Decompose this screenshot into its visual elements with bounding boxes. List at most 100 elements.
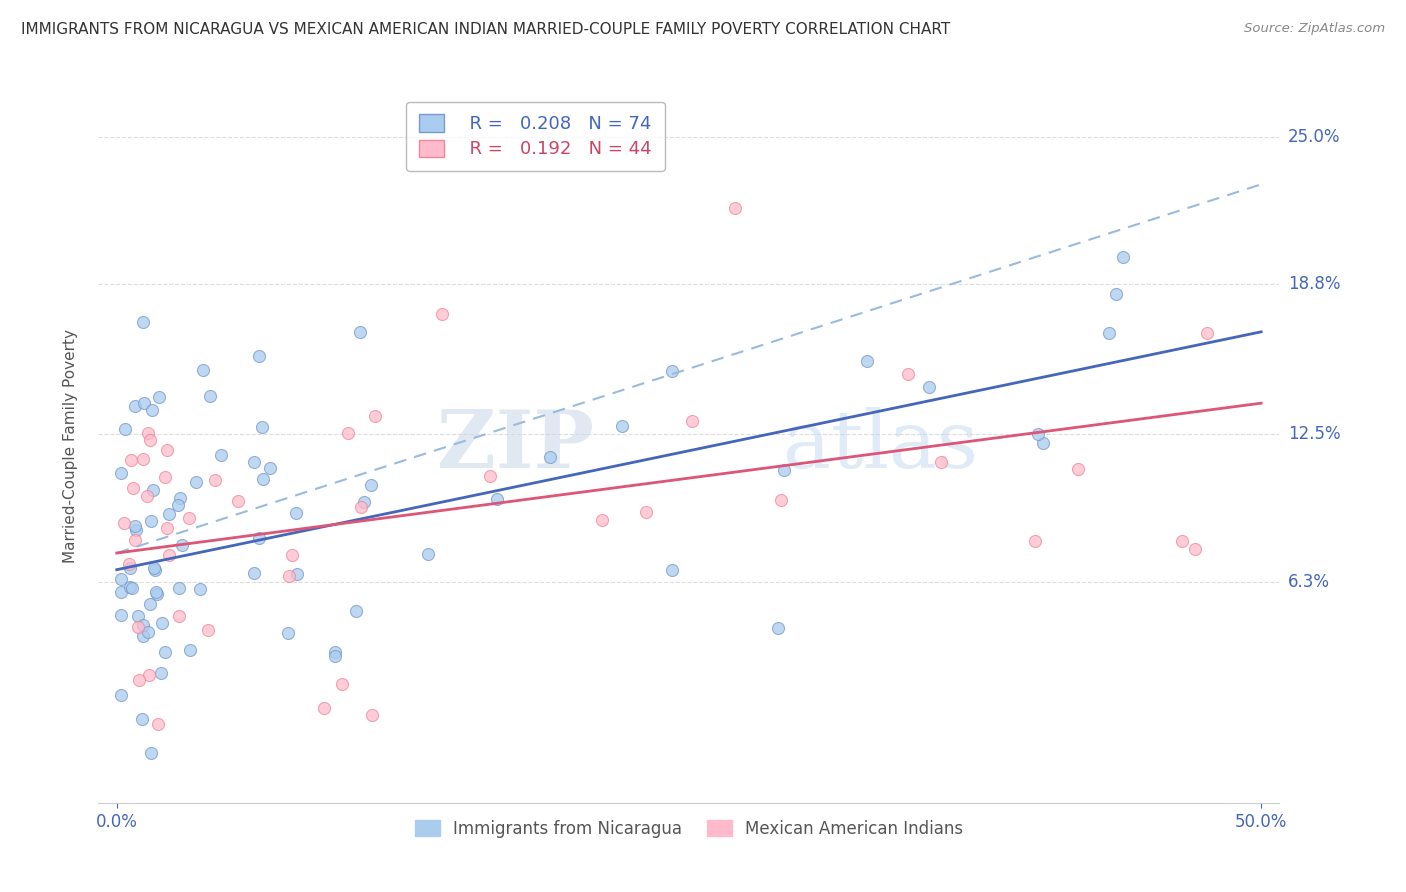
Point: [349, 325, 371, 339]
Point: [1111, 251, 1133, 265]
Point: [167, 609, 190, 624]
Point: [277, 626, 299, 640]
Point: [170, 537, 193, 551]
Point: [364, 409, 387, 424]
Point: [131, 712, 153, 726]
Point: [139, 597, 162, 611]
Point: [135, 489, 157, 503]
Point: [150, 616, 173, 631]
Point: [167, 581, 190, 595]
Point: [142, 483, 165, 497]
Point: [416, 547, 439, 561]
Text: 12.5%: 12.5%: [1288, 425, 1340, 443]
Point: [1170, 534, 1192, 549]
Point: [344, 603, 367, 617]
Point: [145, 586, 167, 600]
Point: [138, 625, 160, 640]
Point: [128, 673, 150, 688]
Point: [856, 354, 879, 368]
Point: [153, 470, 176, 484]
Point: [141, 746, 163, 760]
Point: [330, 676, 353, 690]
Point: [148, 390, 170, 404]
Point: [312, 700, 335, 714]
Point: [478, 468, 501, 483]
Point: [120, 452, 142, 467]
Point: [323, 645, 346, 659]
Point: [252, 472, 274, 486]
Point: [361, 707, 384, 722]
Point: [124, 518, 146, 533]
Point: [156, 442, 179, 457]
Legend: Immigrants from Nicaragua, Mexican American Indians: Immigrants from Nicaragua, Mexican Ameri…: [408, 814, 970, 845]
Point: [127, 608, 149, 623]
Point: [281, 548, 304, 562]
Point: [118, 557, 141, 571]
Point: [110, 584, 132, 599]
Point: [350, 500, 373, 514]
Point: [193, 363, 215, 377]
Point: [243, 566, 266, 581]
Point: [145, 584, 167, 599]
Point: [285, 567, 308, 582]
Point: [110, 688, 132, 702]
Point: [209, 448, 232, 462]
Point: [118, 561, 141, 575]
Point: [918, 380, 941, 394]
Point: [226, 493, 249, 508]
Point: [285, 506, 308, 520]
Point: [125, 523, 148, 537]
Point: [110, 607, 132, 622]
Point: [1098, 326, 1121, 340]
Text: ZIP: ZIP: [437, 407, 595, 485]
Text: 18.8%: 18.8%: [1288, 276, 1340, 293]
Point: [485, 491, 508, 506]
Point: [204, 473, 226, 487]
Point: [323, 649, 346, 664]
Point: [132, 629, 155, 643]
Point: [138, 425, 160, 440]
Point: [336, 426, 359, 441]
Text: Source: ZipAtlas.com: Source: ZipAtlas.com: [1244, 22, 1385, 36]
Point: [243, 455, 266, 469]
Point: [591, 513, 613, 527]
Point: [1105, 286, 1128, 301]
Point: [661, 363, 683, 377]
Point: [149, 665, 172, 680]
Point: [121, 481, 143, 495]
Point: [120, 581, 142, 595]
Text: IMMIGRANTS FROM NICARAGUA VS MEXICAN AMERICAN INDIAN MARRIED-COUPLE FAMILY POVER: IMMIGRANTS FROM NICARAGUA VS MEXICAN AME…: [21, 22, 950, 37]
Point: [169, 491, 191, 505]
Point: [247, 349, 270, 363]
Point: [636, 505, 658, 519]
Text: 25.0%: 25.0%: [1288, 128, 1340, 145]
Point: [724, 201, 747, 215]
Point: [156, 521, 179, 535]
Point: [353, 494, 375, 508]
Point: [143, 563, 166, 577]
Point: [146, 717, 169, 731]
Point: [190, 582, 212, 596]
Point: [132, 315, 155, 329]
Point: [121, 581, 143, 595]
Point: [142, 561, 165, 575]
Point: [929, 454, 952, 468]
Point: [259, 460, 281, 475]
Point: [1024, 534, 1046, 549]
Point: [127, 620, 149, 634]
Point: [186, 475, 208, 489]
Point: [1026, 427, 1049, 442]
Point: [134, 396, 156, 410]
Point: [132, 618, 155, 632]
Point: [141, 514, 163, 528]
Point: [681, 414, 703, 428]
Point: [177, 510, 200, 524]
Point: [250, 419, 273, 434]
Point: [1032, 436, 1054, 450]
Point: [110, 466, 132, 480]
Point: [1195, 326, 1218, 340]
Text: 6.3%: 6.3%: [1288, 573, 1330, 591]
Point: [124, 533, 146, 547]
Point: [110, 573, 132, 587]
Point: [773, 463, 796, 477]
